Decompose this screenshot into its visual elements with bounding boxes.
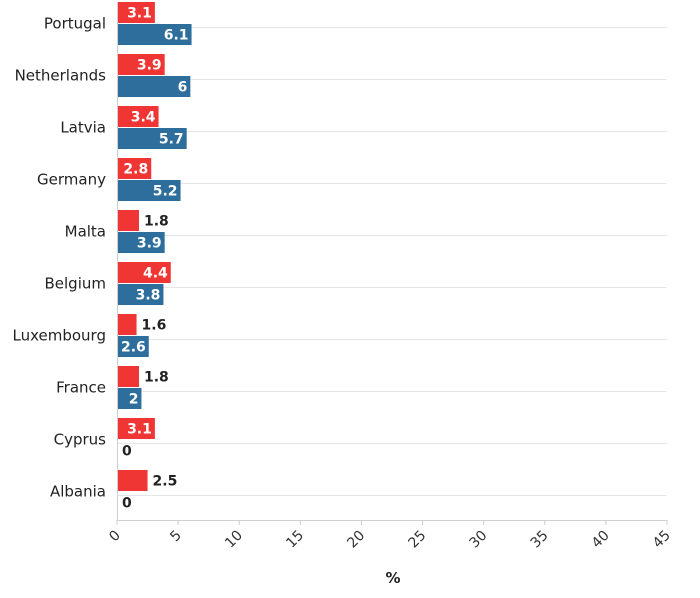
bar-series-2	[117, 336, 149, 357]
x-tick-label: 5	[167, 528, 185, 546]
x-tick-label: 45	[650, 528, 674, 552]
bar-series-1	[117, 106, 159, 127]
data-label: 0	[122, 496, 132, 512]
x-tick-label: 10	[222, 528, 246, 552]
bar-series-1	[117, 366, 139, 387]
bar-series-2	[117, 284, 164, 305]
data-label: 5.2	[153, 184, 178, 200]
data-label: 1.6	[142, 318, 167, 334]
bar-series-1	[117, 262, 171, 283]
data-label: 3.8	[136, 288, 161, 304]
bar-series-2	[117, 180, 181, 201]
x-tick-label: 25	[405, 528, 429, 552]
bar-series-1	[117, 314, 137, 335]
data-label: 6.1	[164, 28, 189, 44]
grid-lines	[117, 27, 667, 496]
data-label: 5.7	[159, 132, 184, 148]
data-label: 0	[122, 444, 132, 460]
x-tick-label: 15	[283, 528, 307, 552]
x-tick-label: 35	[528, 528, 552, 552]
data-label: 3.9	[137, 58, 162, 74]
category-label: Germany	[37, 171, 106, 189]
x-tick-label: 0	[106, 528, 124, 546]
data-label: 2.8	[123, 162, 148, 178]
x-tick-label: 40	[589, 528, 613, 552]
category-label: Malta	[65, 223, 106, 241]
bar-series-2	[117, 76, 191, 97]
bar-series-2	[117, 24, 192, 45]
data-label: 2.6	[121, 340, 146, 356]
value-labels: 3.16.13.963.45.72.85.21.83.94.43.81.62.6…	[121, 6, 189, 512]
category-label: Latvia	[60, 119, 106, 137]
bar-series-1	[117, 2, 155, 23]
bar-series-1	[117, 418, 155, 439]
bar-series-2	[117, 232, 165, 253]
category-label: Belgium	[45, 275, 107, 293]
x-tick-label: 20	[344, 528, 368, 552]
category-labels: Portugal Netherlands Latvia Germany Malta Bel…	[13, 15, 107, 501]
data-label: 2	[129, 392, 139, 408]
bar-series-1	[117, 54, 165, 75]
category-label: Netherlands	[15, 67, 107, 85]
category-label: France	[56, 379, 106, 397]
category-label: Luxembourg	[13, 327, 107, 345]
bar-series-1	[117, 470, 148, 491]
data-label: 1.8	[144, 370, 169, 386]
data-label: 1.8	[144, 214, 169, 230]
category-label: Albania	[50, 483, 106, 501]
bar-series-1	[117, 210, 139, 231]
data-label: 3.1	[127, 422, 152, 438]
category-label: Portugal	[44, 15, 106, 33]
data-label: 2.5	[153, 474, 178, 490]
bar-series-2	[117, 388, 142, 409]
data-label: 4.4	[143, 266, 168, 282]
x-axis: 0 5 10 15 20 25 30 35 40 45	[106, 2, 674, 551]
bars	[117, 2, 192, 491]
x-tick-label: 30	[467, 528, 491, 552]
data-label: 6	[178, 80, 188, 96]
category-label: Cyprus	[54, 431, 107, 449]
data-label: 3.9	[137, 236, 162, 252]
x-axis-title: %	[385, 569, 400, 587]
bar-series-2	[117, 128, 187, 149]
bar-series-1	[117, 158, 152, 179]
data-label: 3.4	[131, 110, 156, 126]
data-label: 3.1	[127, 6, 152, 22]
